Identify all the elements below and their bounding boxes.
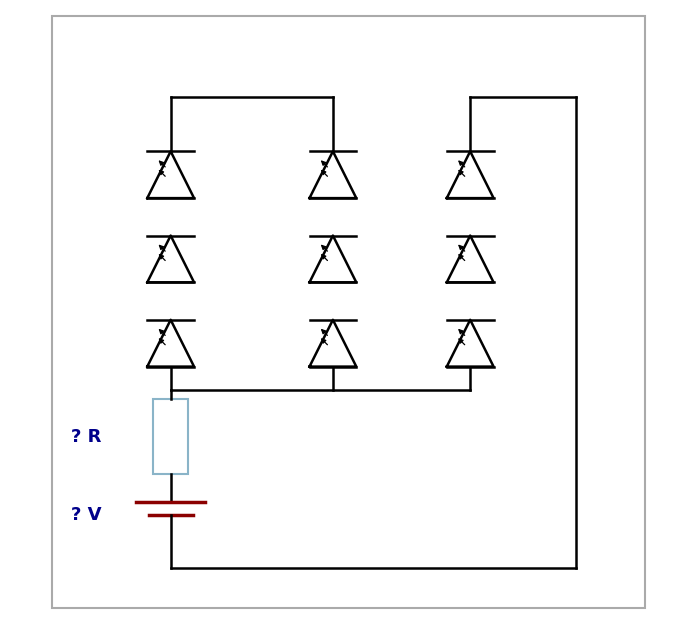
Text: ? V: ? V [71,506,101,524]
FancyBboxPatch shape [153,399,188,474]
Text: ? R: ? R [71,428,101,446]
